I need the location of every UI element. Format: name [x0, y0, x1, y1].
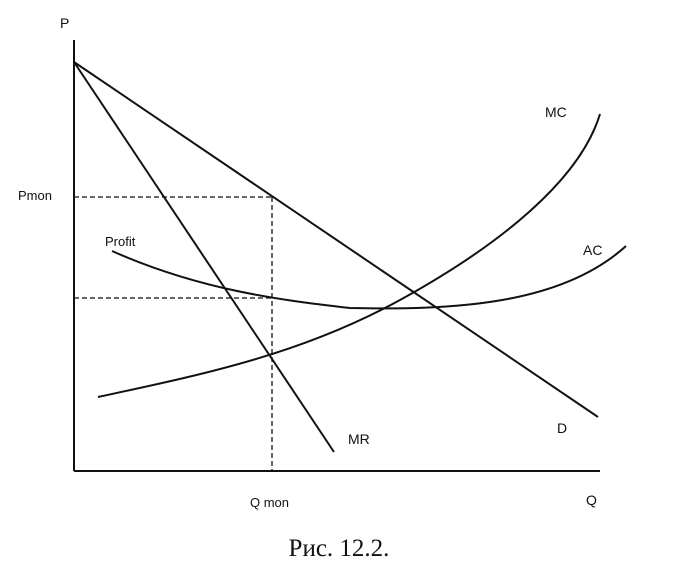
- curves: [73, 61, 627, 453]
- profit-label: Profit: [105, 234, 136, 249]
- ac-label: AC: [583, 242, 602, 258]
- demand-label: D: [557, 420, 567, 436]
- figure-caption: Рис. 12.2.: [289, 535, 390, 562]
- mc-label: MC: [545, 104, 567, 120]
- mr-label: MR: [348, 431, 370, 447]
- mr-curve: [73, 61, 335, 453]
- price-tick-label: Pmon: [18, 188, 52, 203]
- ac-curve: [111, 245, 627, 310]
- y-axis-label: P: [60, 15, 69, 31]
- demand-curve: [73, 61, 599, 418]
- quantity-tick-label: Q mon: [250, 495, 289, 510]
- x-axis-label: Q: [586, 492, 597, 508]
- guide-lines: [74, 196, 273, 471]
- axes: [73, 40, 600, 472]
- mc-curve: [97, 113, 601, 398]
